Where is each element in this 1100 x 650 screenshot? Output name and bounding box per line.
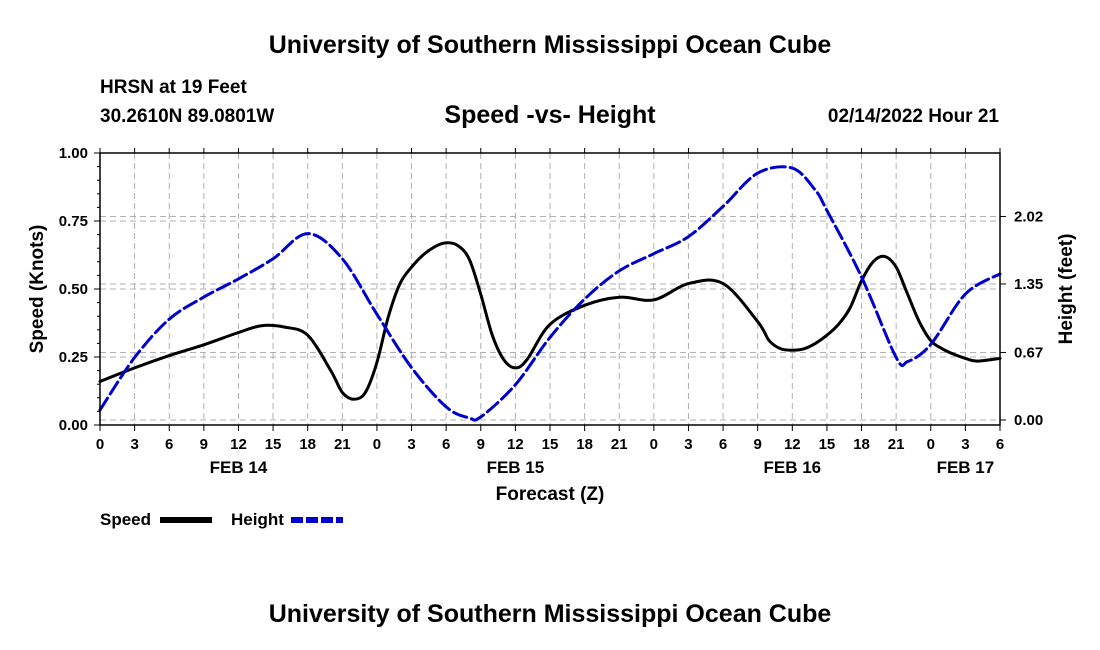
x-tick-label: 18 (576, 436, 593, 453)
x-tick-label: 3 (961, 436, 969, 453)
x-tick-label: 0 (373, 436, 381, 453)
speed-height-chart: 0 3 6 9 12 15 18 21 0 3 6 9 12 15 18 21 0 3 6 9 12 15 18 21 0 3 60… (27, 145, 1077, 529)
y2-tick-label: 0.00 (1014, 412, 1043, 429)
legend-label-speed: Speed (100, 510, 151, 529)
date-label: FEB 16 (763, 458, 821, 477)
x-tick-label: 0 (927, 436, 935, 453)
x-tick-label: 6 (719, 436, 727, 453)
footer-title: University of Southern Mississippi Ocean… (268, 600, 832, 628)
y-axis-label: Speed (Knots) (27, 225, 48, 354)
forecast-datetime: 02/14/2022 Hour 21 (827, 106, 999, 127)
series-line-height (98, 165, 1002, 422)
x-tick-label: 15 (265, 436, 282, 453)
legend: Speed Height (100, 510, 343, 529)
x-tick-label: 18 (299, 436, 316, 453)
y2-tick-label: 2.02 (1014, 208, 1043, 225)
legend-label-height: Height (231, 510, 284, 529)
x-tick-label: 6 (165, 436, 173, 453)
x-tick-label: 6 (996, 436, 1004, 453)
y-tick-label: 0.00 (59, 417, 88, 434)
x-tick-label: 9 (754, 436, 762, 453)
station-label: HRSN at 19 Feet (100, 77, 247, 98)
x-tick-label: 18 (853, 436, 870, 453)
grid-layer (100, 153, 1000, 425)
date-label: FEB 14 (210, 458, 268, 477)
x-tick-label: 21 (334, 436, 351, 453)
x-tick-label: 6 (442, 436, 450, 453)
y2-tick-label: 1.35 (1014, 276, 1043, 293)
x-tick-label: 3 (130, 436, 138, 453)
y-tick-label: 0.25 (59, 349, 88, 366)
main-title: University of Southern Mississippi Ocean… (268, 31, 832, 59)
y2-axis-label: Height (feet) (1056, 234, 1077, 345)
x-axis-label: Forecast (Z) (496, 484, 605, 505)
x-tick-label: 12 (784, 436, 801, 453)
coordinates-label: 30.2610N 89.0801W (100, 106, 275, 127)
y-tick-label: 0.75 (59, 213, 88, 230)
date-label: FEB 17 (937, 458, 995, 477)
x-tick-label: 12 (507, 436, 524, 453)
series-layer (98, 165, 1002, 422)
axis-layer: 0 3 6 9 12 15 18 21 0 3 6 9 12 15 18 21 0 3 6 9 12 15 18 21 0 3 60… (59, 145, 1043, 477)
x-tick-label: 3 (407, 436, 415, 453)
x-tick-label: 0 (650, 436, 658, 453)
y-tick-label: 1.00 (59, 145, 88, 162)
x-tick-label: 0 (96, 436, 104, 453)
series-line-speed (98, 241, 1002, 401)
x-tick-label: 15 (819, 436, 836, 453)
chart-subtitle: Speed -vs- Height (444, 101, 656, 129)
x-tick-label: 21 (611, 436, 628, 453)
date-label: FEB 15 (487, 458, 545, 477)
x-tick-label: 12 (230, 436, 247, 453)
x-tick-label: 3 (684, 436, 692, 453)
y2-tick-label: 0.67 (1014, 344, 1043, 361)
y-tick-label: 0.50 (59, 281, 88, 298)
x-tick-label: 9 (477, 436, 485, 453)
x-tick-label: 15 (542, 436, 559, 453)
x-tick-label: 9 (200, 436, 208, 453)
x-tick-label: 21 (888, 436, 905, 453)
